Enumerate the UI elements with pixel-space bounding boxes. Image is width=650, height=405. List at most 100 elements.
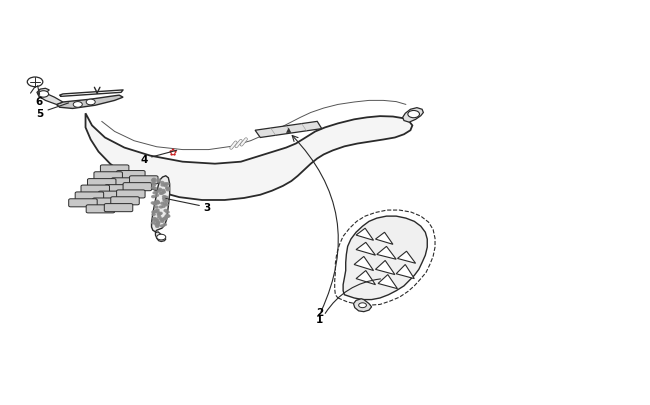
Circle shape: [153, 220, 157, 222]
Circle shape: [152, 214, 155, 216]
Circle shape: [158, 217, 161, 219]
Circle shape: [166, 189, 170, 191]
FancyBboxPatch shape: [116, 171, 145, 179]
Polygon shape: [86, 114, 412, 200]
Circle shape: [164, 210, 167, 212]
Circle shape: [152, 185, 155, 187]
Circle shape: [155, 224, 158, 226]
Circle shape: [166, 215, 170, 217]
Circle shape: [165, 215, 168, 217]
Circle shape: [161, 219, 164, 221]
Circle shape: [156, 222, 159, 224]
Circle shape: [359, 303, 367, 308]
Polygon shape: [376, 261, 395, 275]
Circle shape: [166, 188, 170, 190]
Circle shape: [151, 187, 155, 189]
FancyBboxPatch shape: [75, 192, 103, 200]
Circle shape: [157, 190, 161, 192]
Circle shape: [156, 209, 159, 211]
Text: ▲: ▲: [286, 127, 291, 133]
Circle shape: [164, 197, 168, 199]
Circle shape: [27, 78, 43, 87]
Circle shape: [158, 213, 161, 215]
Circle shape: [159, 207, 162, 209]
Circle shape: [151, 202, 155, 205]
Circle shape: [153, 203, 157, 205]
Circle shape: [155, 201, 159, 203]
Polygon shape: [396, 265, 414, 279]
Circle shape: [161, 203, 164, 205]
Circle shape: [86, 100, 96, 106]
Polygon shape: [356, 229, 374, 241]
Circle shape: [157, 224, 160, 226]
Circle shape: [161, 182, 164, 184]
Circle shape: [163, 200, 166, 202]
Polygon shape: [402, 109, 423, 123]
Circle shape: [157, 234, 166, 240]
FancyBboxPatch shape: [116, 190, 145, 198]
Polygon shape: [356, 271, 376, 285]
Circle shape: [157, 181, 161, 183]
Circle shape: [164, 185, 167, 187]
FancyBboxPatch shape: [88, 179, 116, 187]
FancyBboxPatch shape: [100, 166, 129, 173]
Circle shape: [162, 192, 166, 194]
Circle shape: [161, 193, 164, 195]
Circle shape: [153, 188, 157, 190]
Polygon shape: [376, 232, 393, 245]
Circle shape: [153, 203, 157, 205]
Circle shape: [163, 224, 166, 226]
Text: 4: 4: [140, 154, 148, 164]
Polygon shape: [354, 299, 372, 312]
Text: 3: 3: [203, 202, 211, 212]
Circle shape: [73, 102, 83, 108]
Circle shape: [153, 192, 156, 194]
FancyBboxPatch shape: [69, 199, 97, 207]
Text: 5: 5: [36, 109, 44, 119]
Text: 2: 2: [316, 307, 324, 317]
Circle shape: [162, 190, 165, 192]
Polygon shape: [398, 252, 415, 264]
FancyBboxPatch shape: [104, 204, 133, 212]
Circle shape: [151, 222, 155, 224]
Circle shape: [166, 183, 169, 185]
FancyBboxPatch shape: [129, 176, 158, 184]
Circle shape: [154, 219, 157, 221]
Circle shape: [152, 179, 155, 181]
Circle shape: [152, 211, 155, 213]
Circle shape: [156, 202, 159, 204]
FancyBboxPatch shape: [81, 185, 109, 194]
Circle shape: [156, 202, 159, 205]
Circle shape: [163, 203, 166, 205]
Circle shape: [156, 220, 159, 222]
Polygon shape: [37, 89, 63, 105]
Circle shape: [159, 193, 162, 195]
Circle shape: [408, 111, 419, 118]
Circle shape: [159, 189, 162, 191]
Circle shape: [162, 206, 165, 208]
FancyBboxPatch shape: [123, 183, 151, 191]
Circle shape: [153, 211, 156, 213]
FancyBboxPatch shape: [98, 192, 127, 200]
Circle shape: [151, 196, 155, 198]
Circle shape: [165, 216, 168, 218]
Circle shape: [155, 192, 158, 194]
Circle shape: [166, 216, 170, 217]
Circle shape: [164, 217, 168, 219]
Polygon shape: [255, 122, 322, 138]
Circle shape: [155, 195, 159, 197]
Circle shape: [156, 223, 159, 225]
Circle shape: [166, 212, 169, 214]
Circle shape: [152, 181, 155, 183]
Polygon shape: [377, 247, 396, 260]
Circle shape: [155, 226, 159, 228]
FancyBboxPatch shape: [111, 197, 139, 205]
Polygon shape: [57, 96, 123, 109]
Circle shape: [161, 185, 164, 187]
Circle shape: [162, 198, 166, 200]
Circle shape: [155, 207, 158, 209]
Text: ✿: ✿: [169, 149, 177, 158]
Circle shape: [161, 225, 164, 227]
Circle shape: [154, 202, 157, 204]
FancyBboxPatch shape: [94, 173, 122, 180]
